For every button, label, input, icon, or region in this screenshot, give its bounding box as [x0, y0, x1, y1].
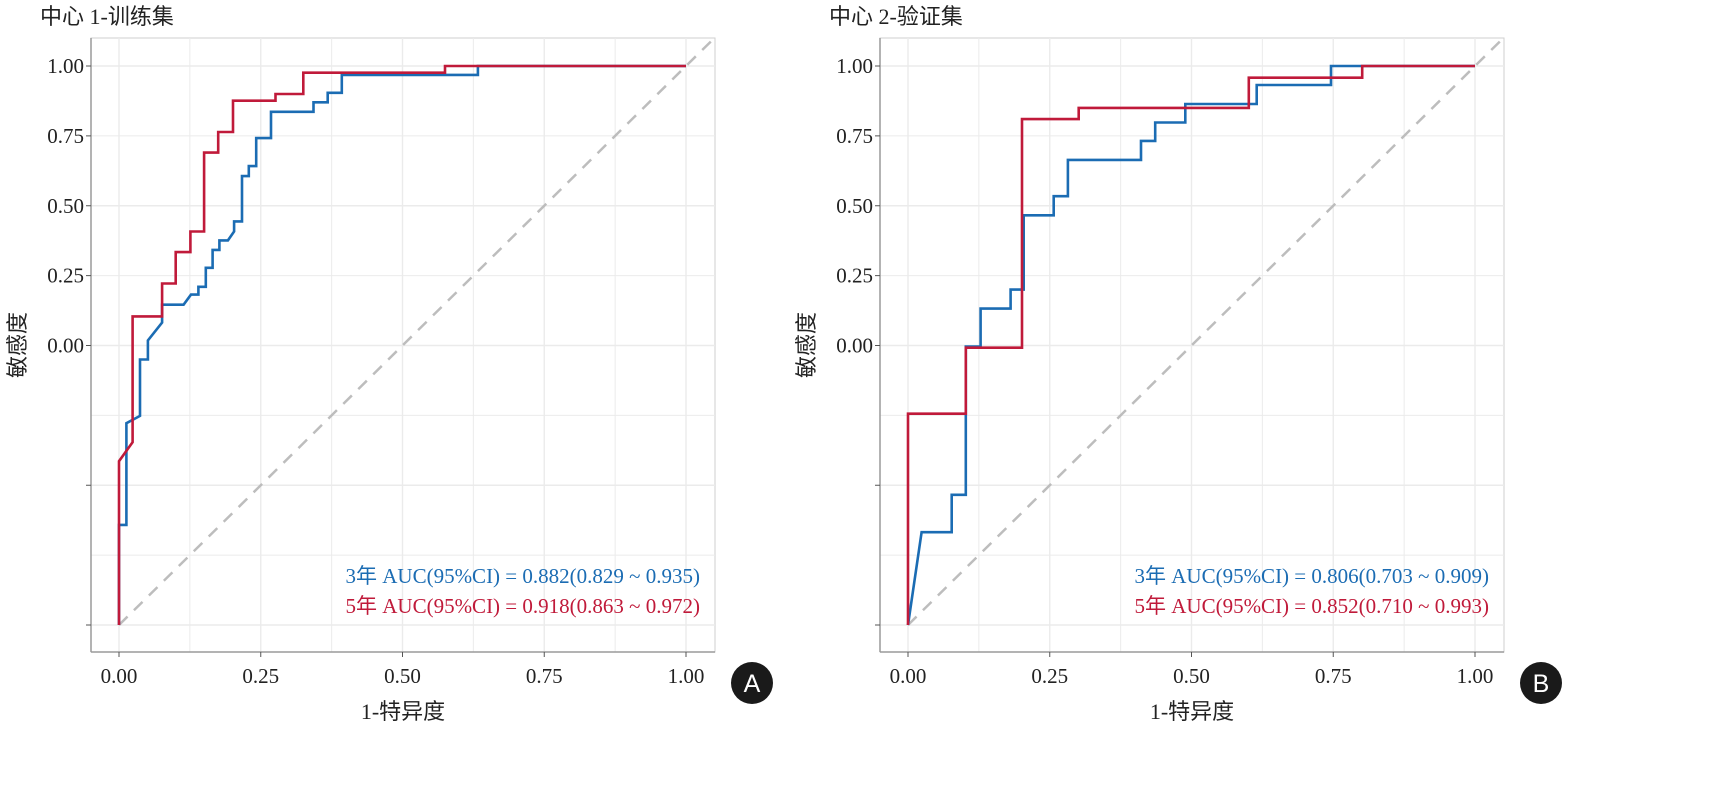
panel-badge: [731, 662, 773, 704]
panel-badge: [1520, 662, 1562, 704]
y-tick-label: 1.00: [47, 54, 84, 78]
panel-title: 中心 1-训练集: [40, 4, 174, 29]
x-tick-label: 0.75: [526, 664, 563, 688]
x-tick-label: 0.50: [1173, 664, 1210, 688]
y-tick-label: 0.50: [47, 194, 84, 218]
legend-label-5yr: 5年 AUC(95%CI) = 0.918(0.863 ~ 0.972): [345, 594, 700, 618]
reference-diagonal-line: [118, 36, 716, 626]
roc-curve-3yr: [906, 64, 1475, 626]
x-tick-label: 1.00: [1457, 664, 1494, 688]
x-tick-label: 0.25: [1031, 664, 1068, 688]
x-axis-title: 1-特异度: [361, 699, 445, 724]
x-tick-label: 1.00: [668, 664, 705, 688]
legend-label-5yr: 5年 AUC(95%CI) = 0.852(0.710 ~ 0.993): [1134, 594, 1489, 618]
y-tick-label: 0.50: [836, 194, 873, 218]
roc-panel-a: 0.00 0.25 0.50 0.75 1.00 0.00 0.25 0.50 0.75 1.00…: [5, 4, 773, 724]
panel-badge-letter: B: [1533, 670, 1550, 698]
y-tick-label: 0.00: [47, 334, 84, 358]
x-tick-label: 0.50: [384, 664, 421, 688]
x-tick-label: 0.25: [242, 664, 279, 688]
x-tick-label: 0.75: [1315, 664, 1352, 688]
y-tick-label: 0.25: [836, 264, 873, 288]
legend-label-3yr: 3年 AUC(95%CI) = 0.882(0.829 ~ 0.935): [345, 564, 700, 588]
roc-curve-5yr: [906, 64, 1475, 625]
legend-label-3yr: 3年 AUC(95%CI) = 0.806(0.703 ~ 0.909): [1134, 564, 1489, 588]
reference-diagonal-line: [907, 36, 1505, 626]
y-tick-label: 0.75: [836, 124, 873, 148]
y-axis-title: 敏感度: [5, 312, 30, 378]
roc-curve-3yr: [117, 64, 686, 625]
panel-badge-letter: A: [744, 670, 761, 698]
x-tick-label: 0.00: [890, 664, 927, 688]
y-tick-label: 0.75: [47, 124, 84, 148]
roc-panel-b: 0.00 0.25 0.50 0.75 1.00 0.00 0.25 0.50 0.75 1.00…: [794, 4, 1562, 724]
y-tick-label: 0.25: [47, 264, 84, 288]
y-tick-label: 1.00: [836, 54, 873, 78]
roc-curve-5yr: [117, 64, 686, 625]
panel-title: 中心 2-验证集: [829, 4, 963, 29]
y-tick-label: 0.00: [836, 334, 873, 358]
y-axis-title: 敏感度: [794, 312, 819, 378]
x-axis-title: 1-特异度: [1150, 699, 1234, 724]
x-tick-label: 0.00: [101, 664, 138, 688]
